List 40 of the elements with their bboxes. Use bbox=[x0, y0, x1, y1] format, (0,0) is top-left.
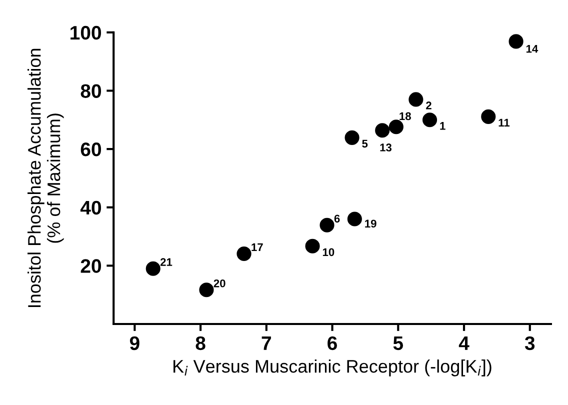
x-tick-label: 4 bbox=[458, 336, 470, 350]
x-tick-label: 9 bbox=[130, 336, 140, 350]
x-tick-label: 6 bbox=[328, 336, 337, 350]
point bbox=[320, 218, 334, 232]
point bbox=[422, 112, 438, 128]
annotation: 6 bbox=[334, 214, 340, 223]
point bbox=[146, 261, 160, 276]
annotation: 2 bbox=[426, 102, 432, 110]
annotation: 18 bbox=[400, 112, 411, 120]
point bbox=[344, 130, 360, 145]
point bbox=[236, 246, 252, 262]
y-tick-label: 40 bbox=[80, 200, 101, 215]
annotation: 20 bbox=[214, 279, 226, 288]
annotation: 19 bbox=[365, 220, 376, 228]
annotation: 10 bbox=[322, 248, 334, 256]
point bbox=[508, 34, 524, 49]
x-axis-title: K$_{i}$ Versus Muscarinic Receptor (-log[K$_{i}$]) bbox=[174, 359, 492, 376]
point bbox=[408, 92, 424, 107]
point bbox=[375, 123, 390, 138]
annotation: 13 bbox=[380, 144, 392, 152]
point bbox=[199, 282, 214, 298]
point bbox=[481, 109, 496, 124]
y-tick-label: 100 bbox=[70, 26, 101, 40]
y-tick-label: 80 bbox=[80, 84, 101, 98]
y-tick-label: 60 bbox=[80, 142, 101, 156]
point bbox=[305, 238, 320, 254]
x-tick-label: 3 bbox=[524, 336, 535, 350]
annotation: 21 bbox=[160, 258, 172, 266]
annotation: 1 bbox=[440, 122, 446, 130]
annotation: 11 bbox=[498, 118, 510, 126]
annotation: 17 bbox=[252, 243, 263, 252]
y-tick-label: 20 bbox=[80, 259, 101, 273]
annotation: 14 bbox=[526, 45, 538, 53]
x-tick-label: 8 bbox=[196, 336, 206, 350]
y-axis-title: Inositol Phosphate Accumulation (% of Maximum) bbox=[28, 48, 64, 308]
x-tick-label: 7 bbox=[262, 336, 271, 350]
point bbox=[347, 212, 362, 226]
annotation: 5 bbox=[362, 140, 368, 148]
point bbox=[388, 120, 404, 134]
x-tick-label: 5 bbox=[393, 336, 404, 350]
